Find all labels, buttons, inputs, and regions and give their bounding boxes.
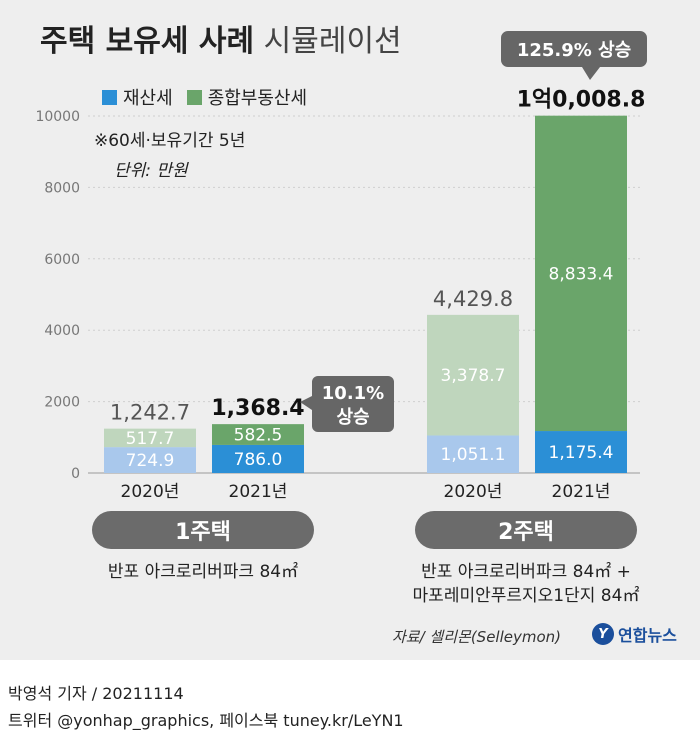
data-label-property-tax: 724.9 bbox=[126, 451, 175, 471]
bar-property-tax bbox=[104, 447, 196, 473]
group-desc-2-line1: 반포 아크로리버파크 84㎡ + bbox=[421, 562, 631, 582]
callout-2-bubble bbox=[501, 31, 647, 80]
yonhap-logo-icon: Y bbox=[592, 623, 614, 645]
y-tick-label: 6000 bbox=[44, 252, 80, 268]
group-desc-2-house: 반포 아크로리버파크 84㎡ + 마포레미안푸르지오1단지 84㎡ bbox=[380, 560, 672, 608]
unit-label: 단위: 만원 bbox=[114, 161, 188, 181]
x-tick-label: 2021년 bbox=[229, 482, 288, 502]
callout-1-line1: 10.1% bbox=[322, 383, 384, 404]
group-label-2-house: 2주택 bbox=[415, 511, 637, 549]
footer-social: 트위터 @yonhap_graphics, 페이스북 tuney.kr/LeYN… bbox=[8, 711, 404, 730]
y-tick-label: 10000 bbox=[35, 109, 80, 125]
total-label: 1,368.4 bbox=[211, 396, 304, 421]
title-light: 시뮬레이션 bbox=[263, 24, 402, 59]
yonhap-logo-text: 연합뉴스 bbox=[618, 626, 677, 645]
data-label-comprehensive-tax: 8,833.4 bbox=[549, 264, 614, 284]
legend-label-property-tax: 재산세 bbox=[123, 88, 173, 109]
source-text: 자료/ 셀리몬(Selleymon) bbox=[392, 628, 562, 646]
group-desc-1-line1: 반포 아크로리버파크 84㎡ bbox=[107, 562, 299, 582]
bar-comprehensive-tax bbox=[212, 424, 304, 445]
callout-2-text: 125.9% 상승 bbox=[517, 40, 631, 61]
footer-reporter: 박영석 기자 / 20211114 bbox=[8, 684, 184, 703]
title-bold: 주택 보유세 사례 bbox=[40, 24, 255, 59]
y-tick-label: 8000 bbox=[44, 180, 80, 196]
total-label: 1억0,008.8 bbox=[517, 88, 646, 113]
data-label-comprehensive-tax: 3,378.7 bbox=[441, 366, 506, 386]
chart-title: 주택 보유세 사례 시뮬레이션 bbox=[40, 16, 402, 60]
bar-comprehensive-tax bbox=[104, 428, 196, 448]
data-label-comprehensive-tax: 582.5 bbox=[234, 426, 283, 446]
data-label-property-tax: 1,051.1 bbox=[441, 445, 506, 465]
legend-swatch-comprehensive-tax bbox=[186, 89, 202, 105]
callout-1-bubble bbox=[300, 376, 394, 432]
bar-property-tax bbox=[212, 444, 304, 473]
legend-item-property-tax: 재산세 bbox=[102, 84, 173, 110]
condition-note: ※60세·보유기간 5년 bbox=[94, 131, 246, 151]
data-label-property-tax: 786.0 bbox=[234, 450, 283, 470]
total-label: 4,429.8 bbox=[433, 287, 513, 311]
group-label-1-house: 1주택 bbox=[92, 511, 314, 549]
group-desc-1-house: 반포 아크로리버파크 84㎡ bbox=[60, 560, 346, 584]
x-tick-label: 2020년 bbox=[121, 482, 180, 502]
group-desc-2-line2: 마포레미안푸르지오1단지 84㎡ bbox=[412, 586, 640, 606]
legend: 재산세 종합부동산세 bbox=[102, 84, 307, 110]
data-label-property-tax: 1,175.4 bbox=[549, 443, 614, 463]
x-tick-label: 2021년 bbox=[552, 482, 611, 502]
y-tick-label: 4000 bbox=[44, 323, 80, 339]
legend-swatch-property-tax bbox=[102, 89, 117, 105]
callout-1-line2: 상승 bbox=[336, 407, 369, 428]
total-label: 1,242.7 bbox=[110, 401, 190, 425]
legend-item-comprehensive-tax: 종합부동산세 bbox=[186, 84, 308, 110]
bar-comprehensive-tax bbox=[535, 115, 627, 432]
yonhap-logo: Y 연합뉴스 bbox=[592, 622, 677, 646]
y-tick-label: 2000 bbox=[44, 395, 80, 411]
data-label-comprehensive-tax: 517.7 bbox=[126, 429, 175, 449]
y-tick-label: 0 bbox=[71, 466, 80, 482]
bar-comprehensive-tax bbox=[427, 314, 519, 436]
bar-property-tax bbox=[427, 435, 519, 473]
bar-property-tax bbox=[535, 431, 627, 473]
legend-label-comprehensive-tax: 종합부동산세 bbox=[207, 88, 308, 109]
x-tick-label: 2020년 bbox=[444, 482, 503, 502]
